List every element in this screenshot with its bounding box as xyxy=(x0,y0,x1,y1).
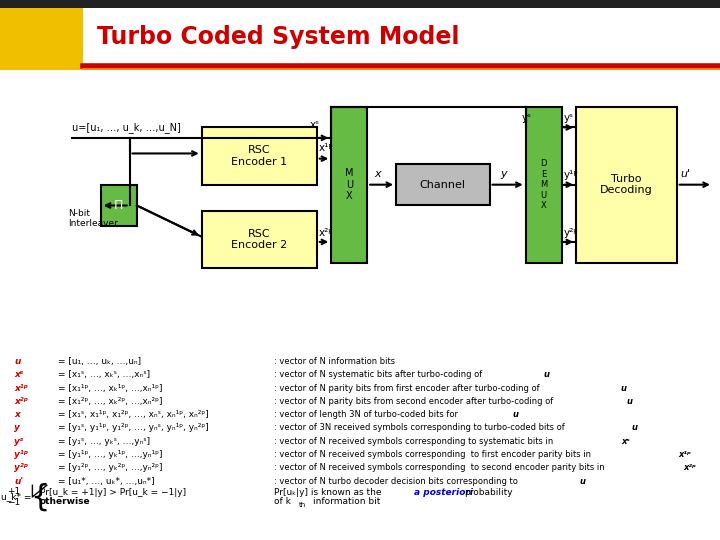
Text: y²ᵖ: y²ᵖ xyxy=(14,463,29,472)
Text: : vector of N turbo decoder decision bits corresponding to: : vector of N turbo decoder decision bit… xyxy=(274,476,520,485)
Text: : vector of length 3N of turbo-coded bits for: : vector of length 3N of turbo-coded bit… xyxy=(274,410,460,419)
Text: : vector of N received symbols corresponding to systematic bits in: : vector of N received symbols correspon… xyxy=(274,437,555,445)
Text: x: x xyxy=(374,169,381,179)
Text: RSC
Encoder 1: RSC Encoder 1 xyxy=(231,145,287,167)
Text: = [x₁ˢ, x₁¹ᵖ, x₁²ᵖ, …, xₙˢ, xₙ¹ᵖ, xₙ²ᵖ]: = [x₁ˢ, x₁¹ᵖ, x₁²ᵖ, …, xₙˢ, xₙ¹ᵖ, xₙ²ᵖ] xyxy=(58,410,208,419)
Text: 13: 13 xyxy=(683,518,698,531)
Text: x: x xyxy=(14,410,20,419)
FancyBboxPatch shape xyxy=(202,127,317,185)
Text: Π: Π xyxy=(114,199,124,212)
Text: xˢ: xˢ xyxy=(310,120,320,131)
Text: x²ᵖ: x²ᵖ xyxy=(683,463,696,472)
FancyBboxPatch shape xyxy=(396,164,490,206)
Text: x¹ᵖ: x¹ᵖ xyxy=(318,143,333,153)
Text: u: u xyxy=(580,476,585,485)
Text: © Tallal Elshabrawy: © Tallal Elshabrawy xyxy=(14,519,111,529)
Text: u_k* =: u_k* = xyxy=(1,492,32,502)
Text: probability: probability xyxy=(464,488,513,497)
Text: y: y xyxy=(500,169,507,179)
Text: u: u xyxy=(631,423,637,433)
Text: : vector of N received symbols corresponding  to second encoder parity bits in: : vector of N received symbols correspon… xyxy=(274,463,607,472)
Text: u=[u₁, …, u_k, …,u_N]: u=[u₁, …, u_k, …,u_N] xyxy=(72,122,181,133)
Text: = [u₁, …, uₖ, …,uₙ]: = [u₁, …, uₖ, …,uₙ] xyxy=(58,357,140,366)
Text: x¹ᵖ: x¹ᵖ xyxy=(678,450,691,459)
Text: x¹ᵖ: x¹ᵖ xyxy=(14,384,28,393)
Text: = [x₁ˢ, …, xₖˢ, …,xₙˢ]: = [x₁ˢ, …, xₖˢ, …,xₙˢ] xyxy=(58,370,150,380)
Text: u: u xyxy=(512,410,518,419)
Text: = [y₁²ᵖ, …, yₖ²ᵖ, …,yₙ²ᵖ]: = [y₁²ᵖ, …, yₖ²ᵖ, …,yₙ²ᵖ] xyxy=(58,463,162,472)
Text: information bit: information bit xyxy=(313,497,381,505)
Text: u': u' xyxy=(680,169,690,179)
Text: N-bit
Interleaver: N-bit Interleaver xyxy=(68,209,118,228)
Bar xyxy=(0,9,83,70)
Text: = [y₁ˢ, y₁¹ᵖ, y₁²ᵖ, …, yₙˢ, yₙ¹ᵖ, yₙ²ᵖ]: = [y₁ˢ, y₁¹ᵖ, y₁²ᵖ, …, yₙˢ, yₙ¹ᵖ, yₙ²ᵖ] xyxy=(58,423,208,433)
Text: Channel: Channel xyxy=(420,180,466,190)
Text: xˢ: xˢ xyxy=(621,437,629,445)
Text: = [x₁¹ᵖ, …, xₖ¹ᵖ, …,xₙ¹ᵖ]: = [x₁¹ᵖ, …, xₖ¹ᵖ, …,xₙ¹ᵖ] xyxy=(58,384,162,393)
Text: x²ᵖ: x²ᵖ xyxy=(14,397,28,406)
Text: u: u xyxy=(626,397,632,406)
Text: of k: of k xyxy=(274,497,290,505)
Text: x²ᵖ: x²ᵖ xyxy=(318,228,333,238)
Bar xyxy=(0,0,720,9)
FancyBboxPatch shape xyxy=(331,106,367,263)
Text: u: u xyxy=(14,357,21,366)
Text: Turbo Coded System Model: Turbo Coded System Model xyxy=(97,24,459,49)
Text: y¹ᵖ: y¹ᵖ xyxy=(14,450,29,459)
Text: Pr[uₖ|y] is known as the: Pr[uₖ|y] is known as the xyxy=(274,488,384,497)
Text: D
E
M
U
X: D E M U X xyxy=(540,159,547,210)
Text: a posteriori: a posteriori xyxy=(414,488,473,497)
Text: = [x₁²ᵖ, …, xₖ²ᵖ, …,xₙ²ᵖ]: = [x₁²ᵖ, …, xₖ²ᵖ, …,xₙ²ᵖ] xyxy=(58,397,162,406)
Text: : vector of N parity bits from first encoder after turbo-coding of: : vector of N parity bits from first enc… xyxy=(274,384,542,393)
Text: {: { xyxy=(30,482,50,511)
Text: xˢ: xˢ xyxy=(14,370,24,380)
Text: y¹ᵖ: y¹ᵖ xyxy=(564,170,579,180)
Text: : vector of N received symbols corresponding  to first encoder parity bits in: : vector of N received symbols correspon… xyxy=(274,450,593,459)
FancyBboxPatch shape xyxy=(202,211,317,268)
Text: : vector of N parity bits from second encoder after turbo-coding of: : vector of N parity bits from second en… xyxy=(274,397,555,406)
Text: RSC
Encoder 2: RSC Encoder 2 xyxy=(231,228,287,250)
Text: yˢ: yˢ xyxy=(14,437,24,445)
Text: = [u₁*, …, uₖ*, …,uₙ*]: = [u₁*, …, uₖ*, …,uₙ*] xyxy=(58,476,154,485)
Text: yˢ: yˢ xyxy=(564,113,574,123)
Text: y: y xyxy=(14,423,20,433)
Text: = [y₁ˢ, …, yₖˢ, …,yₙˢ]: = [y₁ˢ, …, yₖˢ, …,yₙˢ] xyxy=(58,437,150,445)
Text: otherwise: otherwise xyxy=(40,497,90,505)
Text: th: th xyxy=(299,502,306,508)
FancyBboxPatch shape xyxy=(526,106,562,263)
Text: u: u xyxy=(543,370,549,380)
Text: = [y₁¹ᵖ, …, yₖ¹ᵖ, …,yₙ¹ᵖ]: = [y₁¹ᵖ, …, yₖ¹ᵖ, …,yₙ¹ᵖ] xyxy=(58,450,162,459)
Text: Turbo
Decoding: Turbo Decoding xyxy=(600,174,653,195)
Text: +1: +1 xyxy=(7,487,20,496)
FancyBboxPatch shape xyxy=(576,106,677,263)
Text: : vector of 3N received symbols corresponding to turbo-coded bits of: : vector of 3N received symbols correspo… xyxy=(274,423,567,433)
FancyBboxPatch shape xyxy=(101,185,137,226)
Text: −1: −1 xyxy=(7,498,20,507)
Text: u: u xyxy=(621,384,627,393)
Text: y²ᵖ: y²ᵖ xyxy=(564,228,578,238)
Text: Pr[u_k = +1|y] > Pr[u_k = −1|y]: Pr[u_k = +1|y] > Pr[u_k = −1|y] xyxy=(40,488,186,497)
Text: u': u' xyxy=(14,476,24,485)
Text: : vector of N information bits: : vector of N information bits xyxy=(274,357,395,366)
Text: M
U
X: M U X xyxy=(345,168,354,201)
Text: yˢ: yˢ xyxy=(522,113,532,123)
Text: : vector of N systematic bits after turbo-coding of: : vector of N systematic bits after turb… xyxy=(274,370,485,380)
